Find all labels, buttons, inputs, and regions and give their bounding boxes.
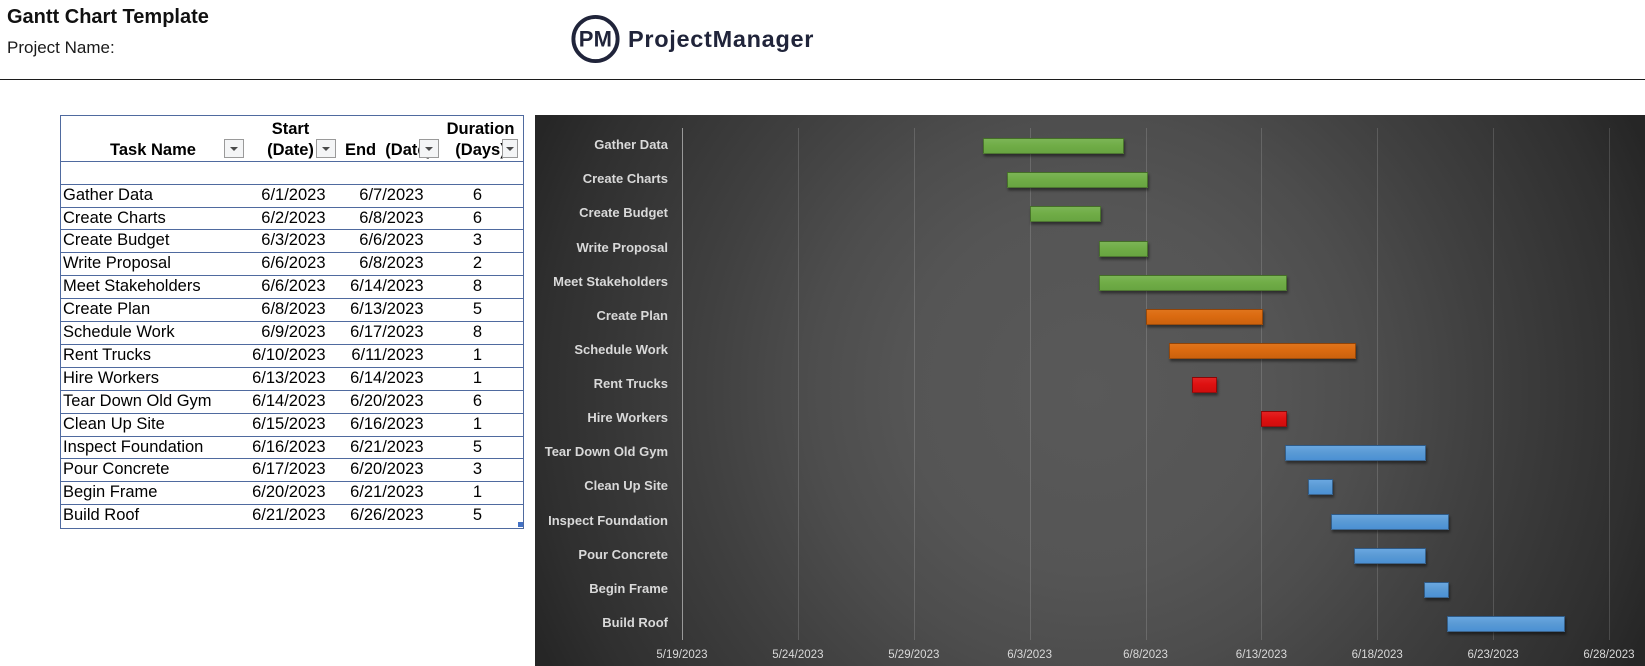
svg-text:PM: PM xyxy=(579,26,612,51)
